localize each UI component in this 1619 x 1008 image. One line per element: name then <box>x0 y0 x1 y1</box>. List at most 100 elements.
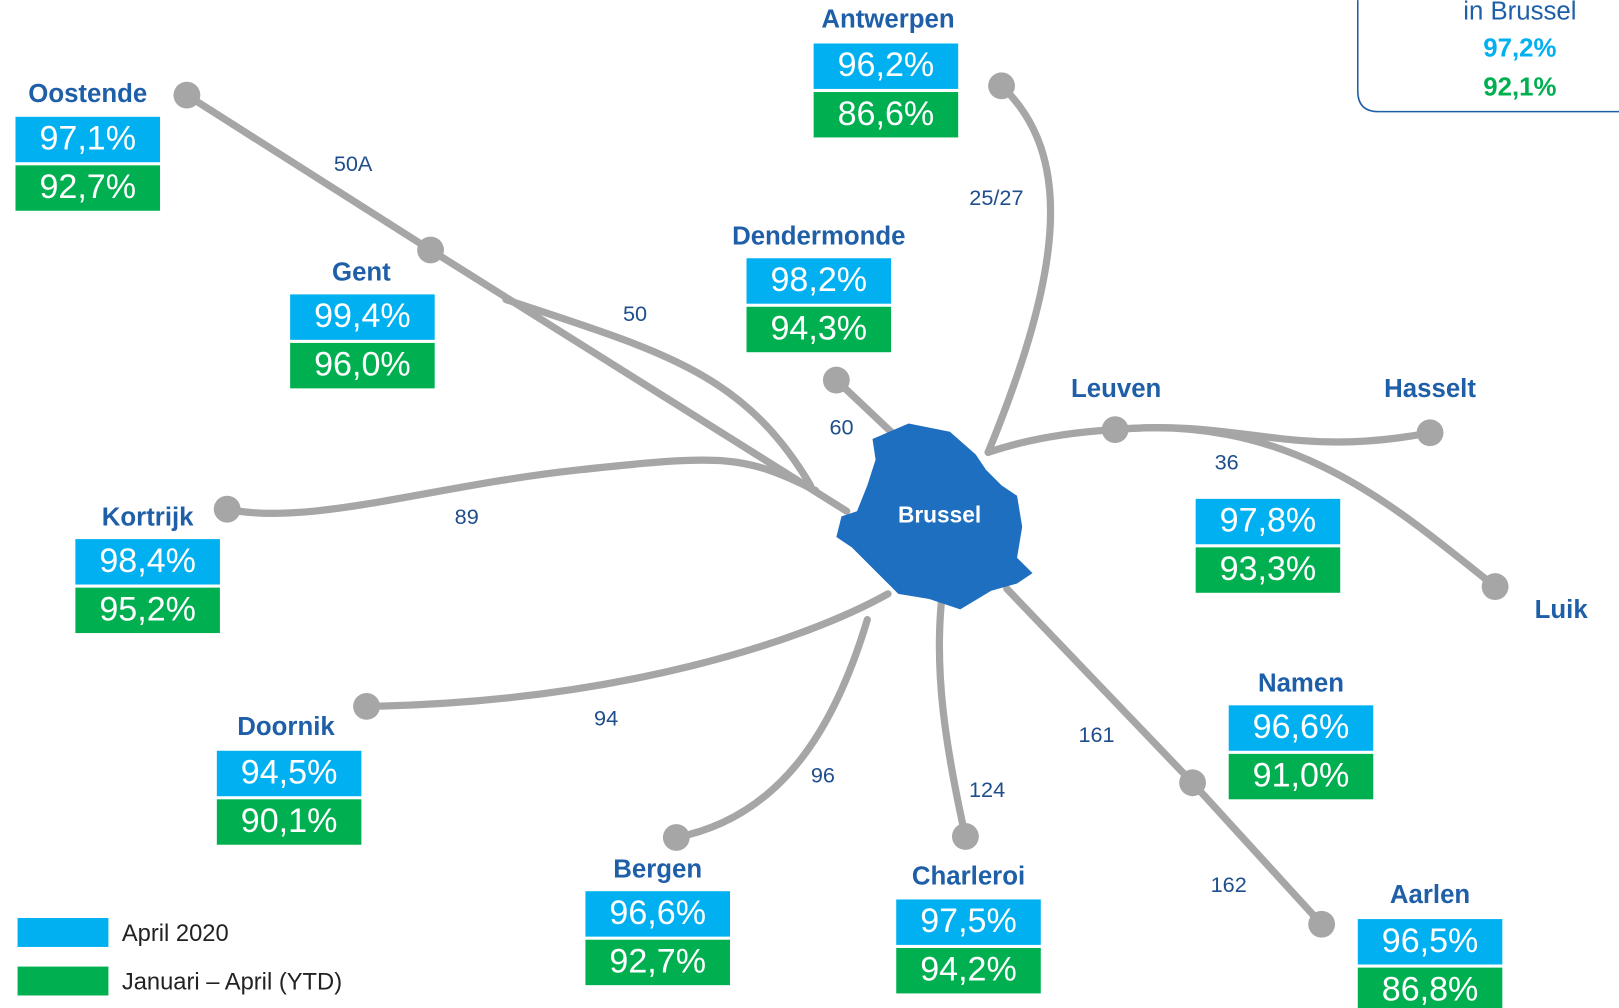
line-number: 50 <box>623 301 647 326</box>
value-text: 98,4% <box>99 542 196 580</box>
value-box <box>75 539 220 585</box>
node <box>213 495 241 523</box>
value-box <box>585 939 730 986</box>
track <box>362 590 892 710</box>
value-box <box>75 587 220 634</box>
value-box <box>1195 547 1341 593</box>
station-name: Gent <box>332 259 391 287</box>
node <box>1481 573 1509 601</box>
node <box>951 823 979 850</box>
brussel-region <box>836 423 1033 610</box>
value-text: 92,7% <box>39 168 136 206</box>
tracks <box>183 82 1499 928</box>
legend-label: Januari – April (YTD) <box>122 969 342 995</box>
value-text: 94,5% <box>241 754 338 792</box>
value-box <box>15 116 161 163</box>
value-box <box>15 165 161 211</box>
track <box>223 456 820 518</box>
brussel-box-april: 97,2% <box>1483 35 1556 63</box>
value-box <box>746 258 892 304</box>
value-box <box>290 294 435 340</box>
station-name: Oostende <box>28 80 147 108</box>
brussel-box <box>1356 0 1619 113</box>
value-text: 97,1% <box>39 120 136 158</box>
legend-swatch <box>17 966 109 996</box>
line-number: 94 <box>594 706 618 731</box>
node <box>1101 416 1129 444</box>
value-box <box>1228 753 1374 800</box>
node <box>1308 910 1336 938</box>
node <box>662 824 690 851</box>
value-text: 86,6% <box>838 95 935 133</box>
line-number: 60 <box>829 414 853 439</box>
node <box>353 692 380 720</box>
value-text: 95,2% <box>99 590 196 628</box>
value-box <box>813 92 959 138</box>
station-name: Kortrijk <box>102 503 194 531</box>
value-box <box>216 799 362 845</box>
value-text: 98,2% <box>770 261 867 299</box>
node <box>822 366 850 394</box>
brussel-box-ytd: 92,1% <box>1483 74 1556 102</box>
value-box <box>216 750 362 797</box>
value-box <box>896 899 1041 945</box>
station-name: Luik <box>1535 596 1589 624</box>
track <box>502 295 815 490</box>
value-box <box>1357 919 1503 965</box>
node <box>1179 769 1206 797</box>
track <box>672 616 871 842</box>
station-name: Doornik <box>237 713 335 741</box>
line-number: 36 <box>1215 449 1239 474</box>
value-text: 96,0% <box>314 346 411 384</box>
line-number: 96 <box>811 762 835 787</box>
value-text: 99,4% <box>314 297 411 335</box>
legend-swatch <box>17 918 109 947</box>
line-number: 89 <box>455 504 479 529</box>
value-text: 96,5% <box>1382 922 1479 960</box>
value-text: 94,2% <box>920 951 1017 989</box>
value-box <box>1357 967 1503 1008</box>
track <box>984 82 1055 456</box>
station-name: Hasselt <box>1384 375 1476 403</box>
value-text: 97,5% <box>920 902 1017 940</box>
line-number: 25/27 <box>969 185 1023 210</box>
legend-label: April 2020 <box>122 921 229 947</box>
value-box <box>896 947 1041 994</box>
station-name: Antwerpen <box>821 6 954 34</box>
value-text: 92,7% <box>609 942 706 980</box>
value-text: 93,3% <box>1220 550 1317 588</box>
station-name: Aarlen <box>1390 881 1470 909</box>
value-text: 94,3% <box>770 310 867 348</box>
station-name: Leuven <box>1071 375 1161 403</box>
station-name: Bergen <box>613 855 702 883</box>
station-name: Charleroi <box>912 863 1025 891</box>
track <box>1111 424 1499 591</box>
line-number: 50A <box>334 151 373 176</box>
value-box <box>585 891 730 937</box>
nodes <box>173 72 1509 938</box>
line-number: 124 <box>969 777 1005 802</box>
value-box <box>1195 498 1341 545</box>
station-name: Namen <box>1258 670 1344 698</box>
brussel-box-label: in Brussel <box>1463 0 1576 25</box>
value-text: 96,6% <box>1253 708 1350 746</box>
center-label: Brussel <box>898 501 981 527</box>
value-text: 97,8% <box>1220 502 1317 540</box>
value-text: 90,1% <box>241 802 338 840</box>
station-name: Dendermonde <box>732 222 905 250</box>
value-box <box>813 43 959 89</box>
line-number: 161 <box>1078 722 1114 747</box>
node <box>417 236 444 264</box>
value-text: 86,8% <box>1382 970 1479 1008</box>
value-text: 96,2% <box>838 46 935 84</box>
node <box>1416 419 1444 447</box>
node <box>988 72 1015 100</box>
value-text: 96,6% <box>609 894 706 932</box>
line-number: 162 <box>1211 872 1247 897</box>
value-box <box>290 342 435 389</box>
track <box>935 595 970 841</box>
value-box <box>1228 705 1374 751</box>
value-text: 91,0% <box>1253 757 1350 795</box>
node <box>173 81 201 109</box>
